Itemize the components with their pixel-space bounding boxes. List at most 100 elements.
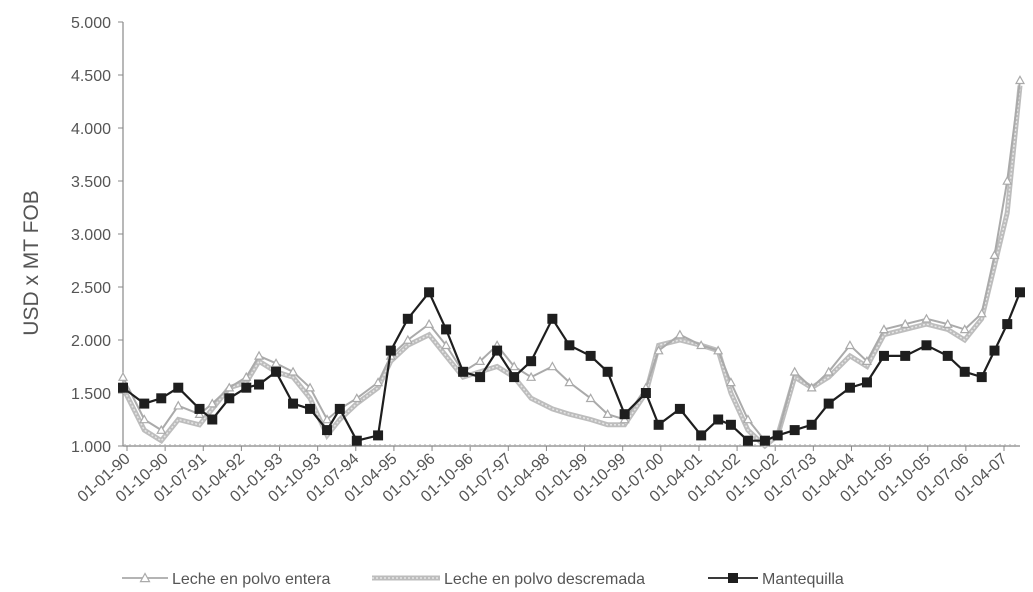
point-leche-entera [305,382,316,392]
point-mantequilla [492,345,503,356]
point-mantequilla [861,377,872,388]
point-mantequilla [976,372,987,383]
y-tick-label: 1.500 [71,386,111,403]
point-mantequilla [509,372,520,383]
point-mantequilla [759,435,770,446]
point-mantequilla [351,435,362,446]
point-leche-entera [806,382,817,392]
point-leche-entera [602,408,613,418]
legend-label: Mantequilla [762,571,844,588]
point-mantequilla [334,403,345,414]
point-mantequilla [713,414,724,425]
point-leche-entera [207,398,218,408]
point-leche-entera [424,318,435,328]
point-mantequilla [288,398,299,409]
point-mantequilla [254,379,265,390]
point-mantequilla [526,356,537,367]
point-mantequilla [674,403,685,414]
point-mantequilla [602,366,613,377]
y-tick-labels: 1.000 1.500 2.000 2.500 3.000 3.500 4.000 4.500… [71,15,123,456]
point-leche-entera [989,249,1000,259]
legend-entry: Leche en polvo entera [122,571,330,588]
point-mantequilla [385,345,396,356]
point-leche-entera [564,377,575,387]
point-leche-entera [322,414,333,424]
legend-label: Leche en polvo descremada [444,571,645,588]
point-leche-entera [789,366,800,376]
y-tick-label: 3.500 [71,174,111,191]
point-leche-entera [173,400,184,410]
point-leche-entera [878,324,889,334]
point-mantequilla [806,419,817,430]
legend-entry: Leche en polvo descremada [372,571,645,588]
point-leche-entera [224,382,235,392]
point-leche-entera [475,355,486,365]
point-leche-entera [351,393,362,403]
y-tick-label: 4.000 [71,121,111,138]
point-mantequilla [585,350,596,361]
legend-marker [139,572,151,583]
point-mantequilla [789,425,800,436]
point-mantequilla [424,287,435,298]
point-leche-entera [674,329,685,339]
point-mantequilla [653,419,664,430]
point-mantequilla [1015,287,1025,298]
y-axis-label: USD x MT FOB [20,190,43,335]
y-tick-label: 3.000 [71,227,111,244]
point-mantequilla [921,340,932,351]
x-tick-labels: 01-01-9001-10-9001-07-9101-04-9201-01-93… [75,444,1016,506]
point-mantequilla [224,393,235,404]
y-tick-label: 4.500 [71,68,111,85]
point-mantequilla [173,382,184,393]
point-leche-entera [900,318,911,328]
point-leche-entera [547,361,558,371]
point-leche-entera [241,371,252,381]
point-mantequilla [373,430,384,441]
point-mantequilla [989,345,1000,356]
point-leche-entera [373,377,384,387]
y-tick-label: 1.000 [71,439,111,456]
point-mantequilla [742,435,753,446]
point-mantequilla [271,366,282,377]
point-mantequilla [823,398,834,409]
point-mantequilla [305,403,316,414]
point-leche-entera [1002,175,1013,185]
series-line-texture [122,85,1021,447]
point-leche-entera [653,345,664,355]
point-mantequilla [640,388,651,398]
point-leche-entera [526,371,537,381]
point-mantequilla [900,350,911,361]
point-mantequilla [139,398,150,409]
point-mantequilla [441,324,452,335]
point-leche-entera [844,340,855,350]
point-mantequilla [1002,319,1013,330]
point-leche-entera [441,340,452,350]
point-leche-entera [271,358,282,368]
point-leche-entera [254,350,265,360]
series-layer [117,75,1026,450]
point-mantequilla [725,419,736,430]
point-mantequilla [475,372,486,383]
point-leche-entera [696,340,707,350]
point-leche-entera [713,345,724,355]
y-tick-label: 2.000 [71,333,111,350]
point-mantequilla [696,430,707,441]
legend-label: Leche en polvo entera [172,571,330,588]
point-mantequilla [844,382,855,393]
point-mantequilla [322,425,333,436]
point-leche-entera [288,366,299,376]
point-mantequilla [458,366,469,377]
point-mantequilla [402,313,413,324]
legend-entry: Mantequilla [708,571,844,588]
y-tick-label: 2.500 [71,280,111,297]
point-mantequilla [156,393,167,404]
legend: Leche en polvo entera Leche en polvo desc… [122,571,844,588]
point-leche-entera [402,334,413,344]
point-mantequilla [564,340,575,351]
point-leche-entera [921,313,932,323]
point-leche-entera [959,324,970,334]
point-leche-entera [942,318,953,328]
y-tick-label: 5.000 [71,15,111,32]
point-mantequilla [118,382,128,393]
point-mantequilla [959,366,970,377]
